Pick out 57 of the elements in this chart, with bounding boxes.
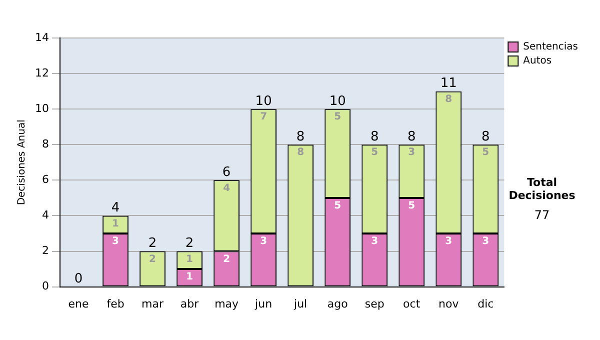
y-axis-title: Decisiones Anual [16,120,28,206]
data-label: 3 [445,236,452,248]
data-label: 5 [334,200,342,212]
data-label: 5 [482,147,490,158]
x-tick-label: dic [478,297,494,310]
x-tick-label: oct [403,297,421,310]
data-label: 8 [445,94,452,105]
data-label: 3 [482,236,490,248]
total-label: 2 [148,236,157,252]
total-label: 10 [329,94,346,109]
x-tick-label: may [214,297,240,310]
total-label: 8 [296,130,305,145]
x-tick-label: ene [68,297,89,310]
x-tick-label: feb [106,297,124,310]
legend-label: Autos [523,56,552,67]
data-label: 3 [371,236,378,248]
text: 77 [533,208,551,222]
text: Total Decisiones [508,176,576,202]
total-label: 4 [111,200,120,216]
x-tick-label: jun [254,297,272,310]
x-tick-label: jul [293,297,308,310]
x-tick-label: sep [364,297,384,310]
total-label: 10 [255,94,272,109]
y-tick-label: 14 [34,30,49,44]
y-tick-label: 2 [42,244,49,258]
data-label: 5 [408,200,416,212]
data-label: 5 [371,147,378,158]
data-label: 4 [223,182,230,194]
data-label: 1 [186,254,194,265]
data-label: 2 [223,254,230,265]
y-tick-label: 8 [42,137,49,150]
data-label: 1 [112,218,120,230]
total-label: 2 [185,236,194,252]
data-label: 3 [112,236,120,248]
total-label: 8 [370,130,379,145]
y-tick-label: 6 [42,173,49,186]
data-label: 2 [149,254,156,265]
y-tick-label: 0 [42,280,49,293]
y-tick-label: 10 [34,102,49,115]
data-label: 1 [186,272,194,283]
y-tick-label: 4 [42,208,49,222]
data-label: 5 [334,112,342,123]
y-tick-label: 12 [34,66,49,80]
data-label: 8 [297,147,304,158]
total-label: 0 [74,272,83,287]
total-label: 6 [222,165,231,180]
x-tick-label: abr [180,297,200,310]
legend-label: Sentencias [523,42,578,53]
total-label: 11 [440,76,457,92]
data-label: 3 [260,236,268,248]
total-label: 8 [407,130,416,145]
data-label: 7 [260,112,268,123]
x-tick-label: ago [327,297,348,310]
total-label: 8 [481,130,490,145]
x-tick-label: nov [438,297,460,310]
data-label: 3 [408,147,416,158]
x-tick-label: mar [142,297,164,310]
